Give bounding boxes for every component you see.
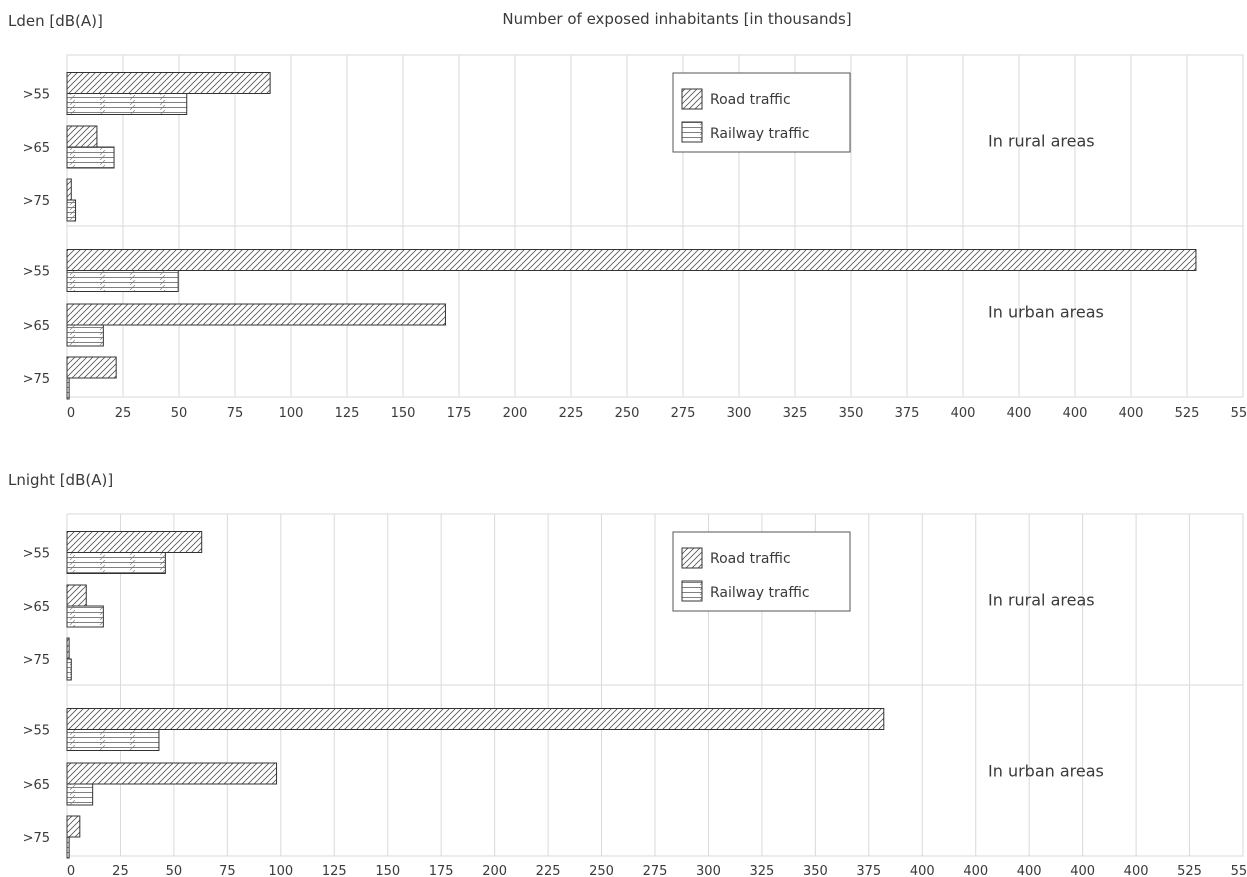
bar-road-traffic [66,584,87,607]
y-axis-title: Lden [dB(A)] [8,12,103,30]
legend-label-road: Road traffic [710,92,791,108]
x-tick-label: 150 [375,864,400,877]
legend-swatch-rail [681,580,703,602]
x-tick-label: 400 [963,864,988,877]
legend-swatch-rail [681,121,703,143]
x-tick-label: 550 [1231,406,1247,421]
x-tick-label: 125 [322,864,347,877]
x-tick-label: 350 [839,406,864,421]
category-label: >55 [23,724,50,739]
x-tick-label: 150 [391,406,416,421]
bar-railway-traffic [66,324,104,347]
x-tick-label: 25 [112,864,129,877]
category-label: >75 [23,194,50,209]
category-label: >55 [23,265,50,280]
bar-railway-traffic [66,783,94,806]
x-tick-label: 400 [1063,406,1088,421]
bar-road-traffic [66,303,446,326]
x-tick-label: 400 [910,864,935,877]
category-label: >65 [23,600,50,615]
category-label: >55 [23,547,50,562]
bar-railway-traffic [66,836,70,859]
x-tick-label: 400 [951,406,976,421]
lden-panel: 0 25 50 75 100 125 150 175 200 225 250 275 300 325 350… [8,12,1247,421]
x-tick-label: 400 [1119,406,1144,421]
bar-road-traffic [66,72,271,94]
category-label: >55 [23,88,50,103]
x-tick-label: 50 [171,406,188,421]
x-tick-label: 125 [335,406,360,421]
bar-road-traffic [66,531,203,553]
x-tick-label: 0 [67,406,75,421]
category-label: >65 [23,778,50,793]
bar-road-traffic [66,708,885,730]
x-tick-label: 275 [643,864,668,877]
bar-road-traffic [66,125,98,148]
category-label: >65 [23,141,50,156]
x-tick-label: 75 [219,864,236,877]
bar-railway-traffic [66,658,72,681]
y-axis-title: Lnight [dB(A)] [8,471,113,489]
bar-railway-traffic [66,93,188,115]
x-tick-label: 100 [268,864,293,877]
x-tick-label: 300 [727,406,752,421]
area-label: In urban areas [988,762,1104,781]
bar-road-traffic [66,356,117,379]
bar-railway-traffic [66,605,104,628]
x-tick-label: 300 [696,864,721,877]
bar-railway-traffic [66,552,166,574]
bar-railway-traffic [66,146,115,169]
x-tick-label: 200 [503,406,528,421]
x-tick-label: 175 [429,864,454,877]
x-tick-label: 225 [536,864,561,877]
bar-railway-traffic [66,199,77,222]
category-label: >75 [23,372,50,387]
x-tick-label: 25 [115,406,132,421]
x-tick-label: 400 [1007,406,1032,421]
bar-railway-traffic [66,729,160,751]
legend-label-rail: Railway traffic [710,585,810,601]
x-tick-label: 250 [615,406,640,421]
area-label: In urban areas [988,303,1104,322]
x-tick-label: 325 [783,406,808,421]
x-tick-label: 200 [482,864,507,877]
category-label: >75 [23,831,50,846]
x-tick-label: 50 [166,864,183,877]
x-tick-label: 325 [749,864,774,877]
x-tick-label: 375 [895,406,920,421]
x-tick-label: 250 [589,864,614,877]
x-tick-label: 225 [559,406,584,421]
area-label: In rural areas [988,132,1095,151]
area-label: In rural areas [988,591,1095,610]
legend-label-road: Road traffic [710,551,791,567]
legend-swatch-road [681,88,703,110]
category-label: >75 [23,653,50,668]
x-tick-label: 375 [856,864,881,877]
x-tick-label: 0 [67,864,75,877]
x-tick-label: 75 [227,406,244,421]
x-tick-label: 400 [1017,864,1042,877]
bar-road-traffic [66,762,278,785]
bar-road-traffic [66,178,72,201]
lnight-panel: 0 25 50 75 100 125 150 175 200 225 250 275 300 325 350… [8,471,1247,877]
x-tick-label: 400 [1070,864,1095,877]
x-tick-label: 175 [447,406,472,421]
chart-title: Number of exposed inhabitants [in thousa… [502,10,851,28]
legend-swatch-road [681,547,703,569]
x-tick-label: 350 [803,864,828,877]
bar-road-traffic [66,249,1197,271]
x-tick-label: 525 [1175,406,1200,421]
category-label: >65 [23,319,50,334]
bar-road-traffic [66,815,81,838]
bar-road-traffic [66,637,70,660]
legend-label-rail: Railway traffic [710,126,810,142]
bar-railway-traffic [66,270,179,292]
x-tick-label: 100 [279,406,304,421]
bar-railway-traffic [66,377,70,400]
x-tick-label: 550 [1231,864,1247,877]
x-tick-label: 275 [671,406,696,421]
x-tick-label: 525 [1177,864,1202,877]
x-tick-label: 400 [1124,864,1149,877]
